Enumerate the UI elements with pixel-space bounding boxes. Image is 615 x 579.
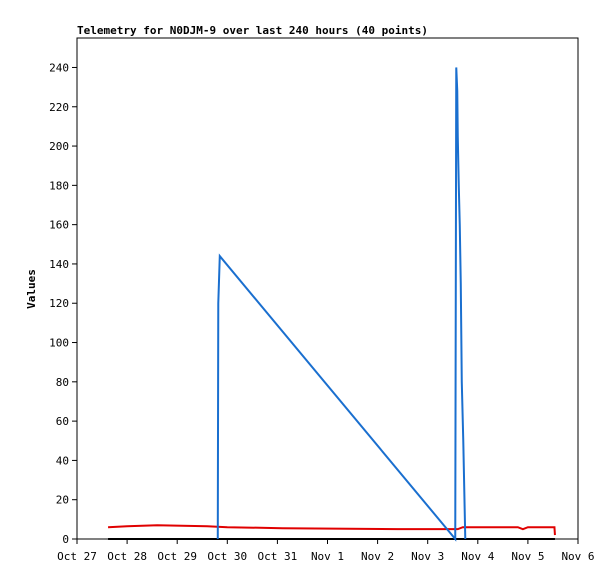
y-tick-label: 60 [56,415,69,428]
y-tick-label: 100 [49,337,69,350]
x-tick-label: Oct 29 [157,550,197,563]
y-tick-label: 160 [49,219,69,232]
y-tick-label: 220 [49,101,69,114]
y-tick-label: 240 [49,61,69,74]
x-tick-label: Oct 31 [258,550,298,563]
y-tick-label: 200 [49,140,69,153]
x-tick-label: Nov 2 [361,550,394,563]
series-line [108,524,556,536]
y-tick-label: 20 [56,494,69,507]
y-tick-label: 140 [49,258,69,271]
chart-title: Telemetry for N0DJM-9 over last 240 hour… [77,24,428,37]
x-tick-label: Nov 6 [561,550,594,563]
y-tick-label: 180 [49,179,69,192]
x-tick-label: Nov 5 [511,550,544,563]
series-line [216,67,467,542]
x-tick-label: Oct 27 [57,550,97,563]
y-tick-label: 80 [56,376,69,389]
x-tick-label: Nov 1 [311,550,344,563]
y-tick-label: 0 [62,533,69,546]
y-axis-label: Values [25,269,38,309]
x-tick-label: Nov 3 [411,550,444,563]
y-tick-label: 120 [49,297,69,310]
x-tick-label: Oct 28 [107,550,147,563]
x-tick-label: Nov 4 [461,550,494,563]
x-tick-label: Oct 30 [207,550,247,563]
y-tick-label: 40 [56,454,69,467]
